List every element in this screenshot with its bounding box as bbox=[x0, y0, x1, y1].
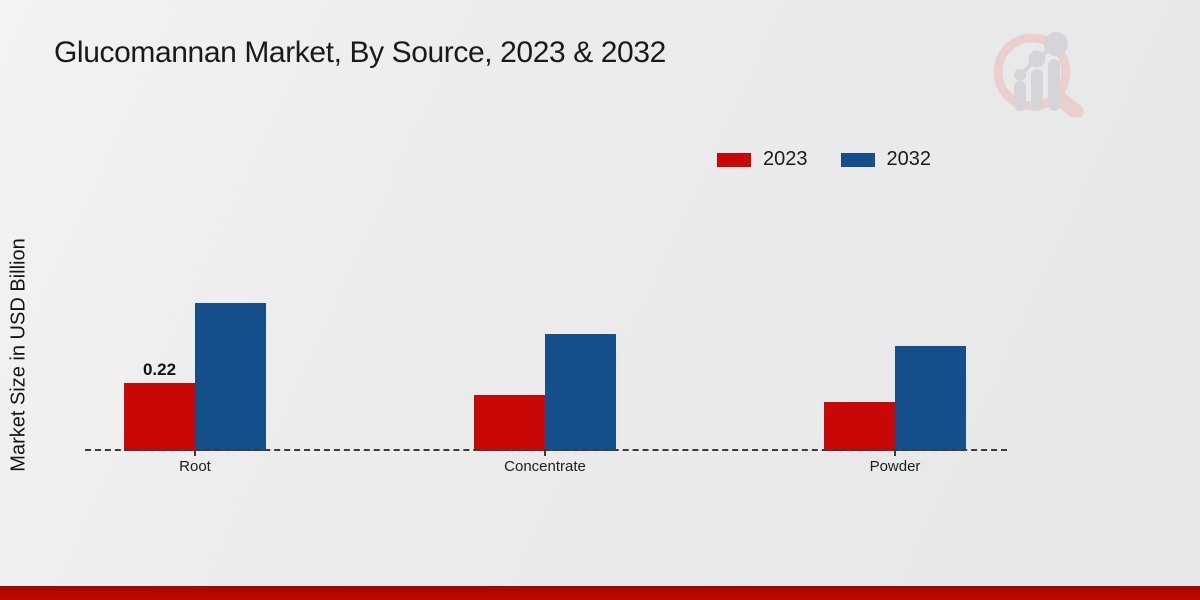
x-axis-tick bbox=[194, 451, 196, 456]
footer-accent-bar bbox=[0, 586, 1200, 600]
legend-item-2023: 2023 bbox=[717, 148, 808, 171]
x-tick-label-root: Root bbox=[179, 458, 211, 475]
bar-2023-concentrate bbox=[474, 395, 545, 451]
bar-2032-root bbox=[195, 303, 266, 451]
bar-group-concentrate bbox=[474, 0, 616, 451]
bar-group-powder bbox=[824, 0, 966, 451]
legend-item-2032: 2032 bbox=[840, 148, 932, 171]
x-tick-label-powder: Powder bbox=[869, 458, 921, 475]
x-axis-tick bbox=[544, 451, 546, 456]
bar-2032-concentrate bbox=[545, 334, 616, 451]
legend: 2023 2032 bbox=[717, 148, 931, 171]
legend-swatch-2023 bbox=[717, 152, 751, 167]
legend-label-2032: 2032 bbox=[886, 148, 932, 170]
magnifier-bar-chart-watermark-icon bbox=[993, 32, 1084, 117]
x-axis-line bbox=[85, 449, 1007, 451]
bar-2023-powder bbox=[824, 402, 895, 451]
x-tick-label-concentrate: Concentrate bbox=[504, 458, 586, 475]
legend-swatch-2032 bbox=[840, 152, 875, 167]
bar-value-label: 0.22 bbox=[142, 360, 177, 379]
bar-2023-root bbox=[124, 383, 195, 451]
legend-label-2023: 2023 bbox=[763, 148, 808, 170]
y-axis-label: Market Size in USD Billion bbox=[7, 238, 30, 472]
bar-2032-powder bbox=[895, 346, 966, 451]
page-title: Glucomannan Market, By Source, 2023 & 20… bbox=[54, 36, 666, 69]
x-axis-tick bbox=[894, 451, 896, 456]
plot-area: 0.22 Root Concentrate Powder bbox=[85, 0, 1007, 475]
bar-group-root: 0.22 bbox=[124, 0, 266, 451]
